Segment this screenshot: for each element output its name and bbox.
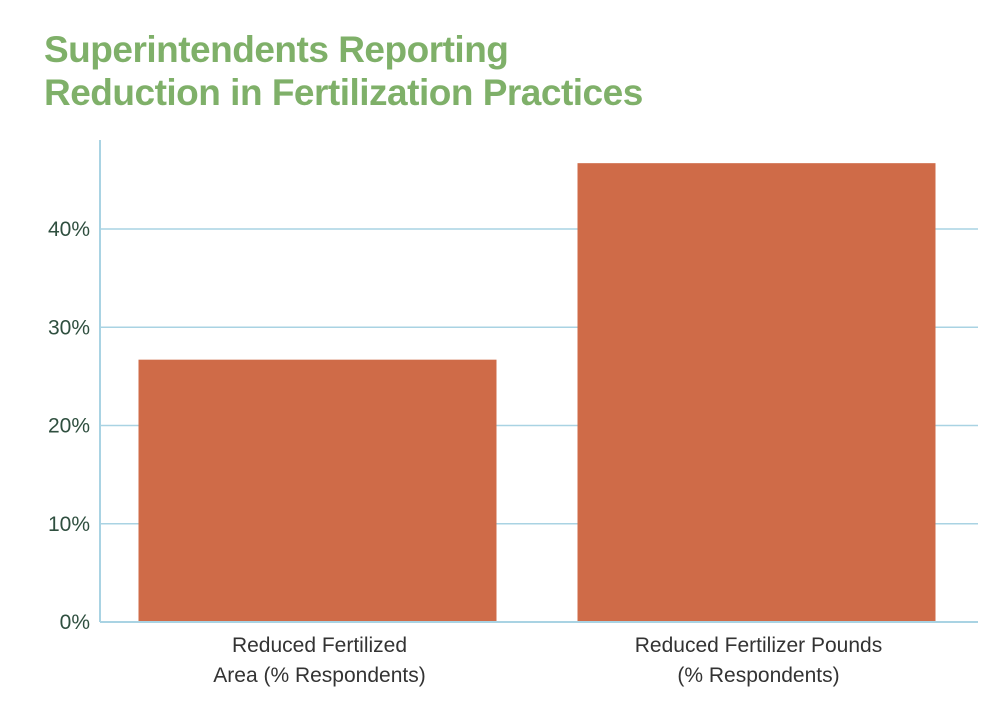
bar-0 (138, 359, 497, 622)
y-tick-label-10: 10% (48, 513, 90, 536)
y-tick-label-0: 0% (60, 611, 90, 634)
x-category-label-1-line-2: (% Respondents) (677, 664, 839, 687)
x-category-label-1-line-1: Reduced Fertilizer Pounds (635, 634, 882, 657)
chart-title-line-2: Reduction in Fertilization Practices (44, 72, 643, 113)
bar-1 (577, 163, 936, 623)
y-tick-label-40: 40% (48, 218, 90, 241)
x-category-label-0-line-2: Area (% Respondents) (213, 664, 425, 687)
chart-title: Superintendents Reporting Reduction in F… (44, 28, 643, 114)
x-category-label-0-line-1: Reduced Fertilized (232, 634, 407, 657)
y-tick-label-30: 30% (48, 316, 90, 339)
y-tick-label-20: 20% (48, 415, 90, 438)
chart-title-line-1: Superintendents Reporting (44, 29, 509, 70)
